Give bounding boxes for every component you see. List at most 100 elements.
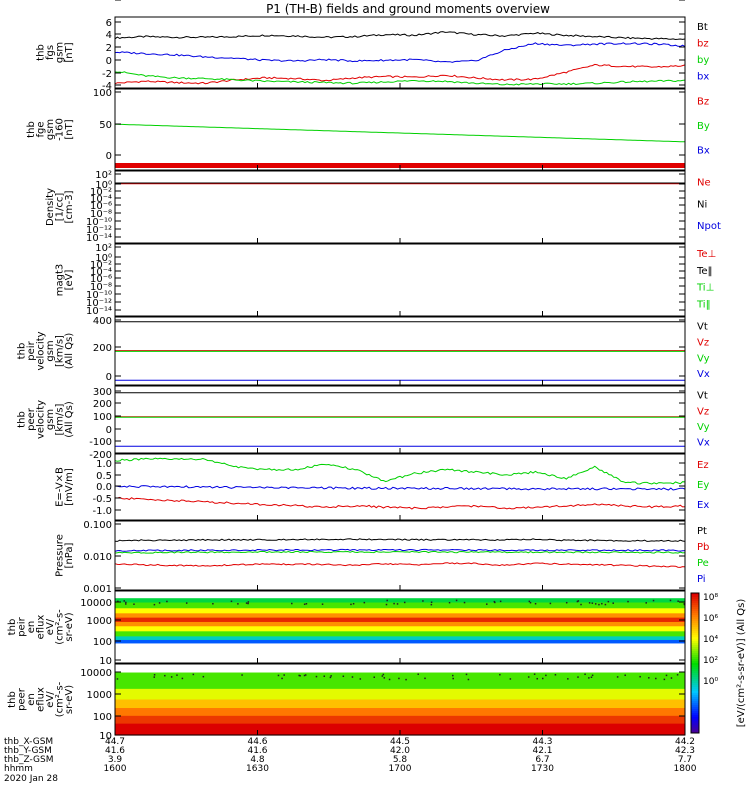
colorbar-cell [691,607,699,610]
colorbar-cell [691,645,699,648]
spectrogram-speck [303,603,306,605]
ytick-label: -200 [89,0,112,3]
legend-entry: Vy [697,422,710,433]
ytick-label: 10 [99,656,112,667]
spectrogram-speck [591,602,594,604]
spectrogram-band [115,672,685,690]
ylabel-line: thb [17,343,28,360]
series-line [114,31,686,41]
ylabel-line: en [26,693,37,706]
colorbar-cell [691,595,699,598]
spectrogram-speck [133,603,135,605]
ytick-label: 10000 [80,668,112,679]
spectrogram-speck [598,603,600,606]
colorbar-cell [691,603,699,606]
colorbar-tick: 10² [703,656,718,666]
ylabel-line: peer [17,687,28,711]
spectrogram-speck [381,675,384,677]
colorbar-cell [691,729,699,732]
spectrogram-speck [351,676,354,678]
legend-entry: Ti⊥ [696,283,714,294]
ylabel-line: Density [45,188,56,226]
ytick-label: -1.0 [92,506,112,517]
ylabel-line: peir [17,616,28,636]
figure-title: P1 (TH-B) fields and ground moments over… [266,2,550,16]
spectrogram-speck [342,675,345,678]
spectrogram-speck [665,674,668,677]
xaxis-value: 44.6 [247,737,267,747]
series-line [114,538,686,542]
ylabel-line: [nT] [64,119,75,139]
xaxis-value: 3.9 [108,755,123,765]
spectrogram-speck [192,673,195,676]
colorbar-cell [691,713,699,716]
ylabel-line: [km/s] [55,403,66,435]
ylabel-line: gsm [45,119,56,140]
ytick-label: 100 [93,637,112,648]
legend-entry: Pt [697,526,707,537]
spectrogram-speck [359,678,362,680]
spectrogram-speck [590,676,593,678]
spectrogram-speck [321,603,324,605]
spectrogram-speck [185,602,188,604]
colorbar-cell [691,681,699,684]
spectrogram-speck [594,603,597,605]
ylabel-line: eflux [36,687,47,712]
ylabel-line: velocity [36,331,47,370]
ytick-label: 1000 [87,690,112,701]
colorbar-cell [691,627,699,630]
colorbar-cell [691,655,699,658]
spectrogram-speck [153,676,156,678]
xaxis-date: 2020 Jan 28 [4,774,58,784]
colorbar-cell [691,625,699,628]
xaxis-row-label: thb_Z-GSM [4,755,53,765]
ytick-label: 10⁻⁴ [90,267,112,278]
series-line [114,548,686,552]
ytick-label: 0.010 [83,552,112,563]
ytick-label: 100 [93,712,112,723]
ylabel-line: peir [26,340,37,360]
spectrogram-speck [509,678,512,680]
spectrogram-band [115,639,685,644]
spectrogram-band [115,688,685,701]
ylabel-line: -160 [55,118,66,141]
spectrogram-speck [577,600,580,602]
colorbar-cell [691,715,699,718]
ytick-label: 200 [93,343,112,354]
spectrogram-speck [330,675,332,677]
ytick-label: 10⁻⁴ [90,194,112,205]
series-line [114,550,686,554]
xaxis-value: 44.5 [390,737,410,747]
spectrogram-speck [315,675,318,678]
colorbar-cell [691,683,699,686]
xaxis-row-label: hhmm [4,764,33,774]
spectrogram-speck [382,673,385,676]
colorbar-cell [691,685,699,688]
spectrogram-speck [304,674,307,676]
spectrogram-speck [417,673,419,676]
ytick-label: 10⁻¹⁴ [86,233,112,244]
spectrogram-speck [386,599,388,602]
ytick-label: 10⁻¹² [86,298,112,309]
spectrogram-band [115,715,685,725]
spectrogram-speck [670,677,673,679]
spectrogram-speck [465,673,468,676]
ytick-label: 0.5 [96,471,112,482]
spectrogram-speck [536,677,538,680]
spectrogram-speck [298,674,300,677]
ytick-label: -400 [89,0,112,3]
ylabel-line: sr-eV) [64,612,75,641]
ytick-label: 0 [106,151,112,162]
xaxis-row-label: thb_Y-GSM [4,746,52,756]
spectrogram-speck [677,600,679,602]
spectrogram-speck [580,603,582,606]
spectrogram-speck [230,600,233,603]
spectrogram-speck [591,674,594,677]
ytick-label: 10⁻¹⁰ [86,217,112,228]
ylabel-line: eV/ [45,691,56,708]
spectrogram-speck [669,599,672,602]
spectrogram-speck [534,602,537,605]
xaxis-value: 42.0 [390,746,410,756]
spectrogram-speck [352,602,355,605]
